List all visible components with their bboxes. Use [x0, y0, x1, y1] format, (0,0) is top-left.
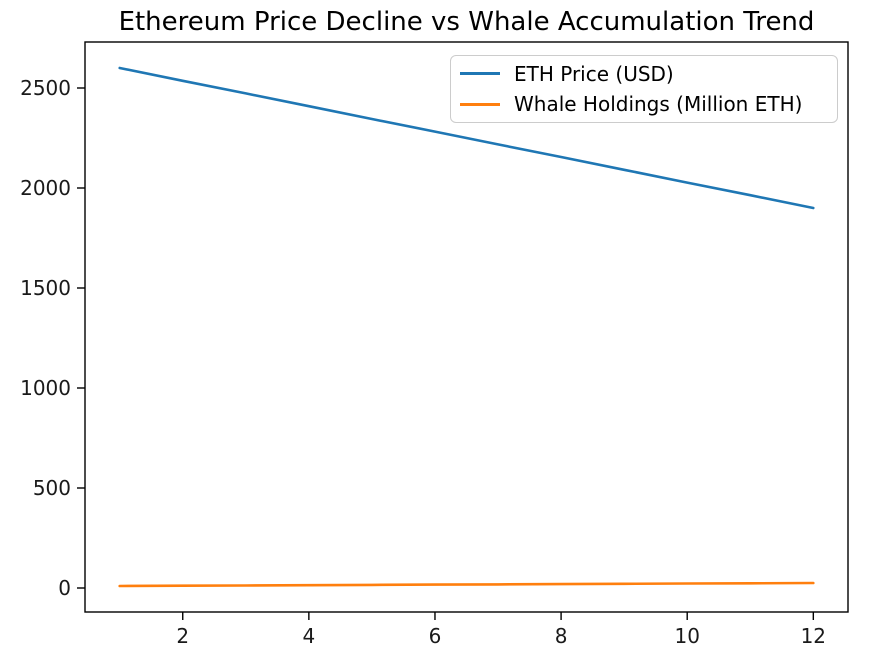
y-tick-label: 0 — [58, 576, 71, 600]
y-tick-label: 1000 — [20, 376, 71, 400]
x-tick-label: 2 — [176, 624, 189, 648]
legend-entry-eth-price: ETH Price (USD) — [451, 59, 837, 89]
legend-label-eth-price: ETH Price (USD) — [514, 61, 674, 86]
legend-label-whale-holdings: Whale Holdings (Million ETH) — [514, 92, 803, 117]
x-tick-label: 10 — [674, 624, 699, 648]
series-line-eth-price — [118, 66, 815, 210]
series-line-whale-holdings — [118, 581, 815, 588]
x-tick-label: 12 — [801, 624, 826, 648]
legend-line-sample-eth-price — [460, 72, 500, 76]
x-tick-label: 6 — [429, 624, 442, 648]
y-tick-label: 1500 — [20, 276, 71, 300]
x-tick-label: 4 — [302, 624, 315, 648]
y-tick-label: 2500 — [20, 76, 71, 100]
legend-line-sample-whale-holdings — [460, 102, 500, 106]
chart-title: Ethereum Price Decline vs Whale Accumula… — [118, 7, 815, 37]
legend-entry-whale-holdings: Whale Holdings (Million ETH) — [451, 89, 837, 119]
chart-legend: ETH Price (USD) Whale Holdings (Million … — [450, 55, 838, 123]
y-tick-label: 2000 — [20, 176, 71, 200]
y-tick-label: 500 — [33, 476, 71, 500]
x-tick-label: 8 — [555, 624, 568, 648]
plot-border — [84, 41, 849, 613]
